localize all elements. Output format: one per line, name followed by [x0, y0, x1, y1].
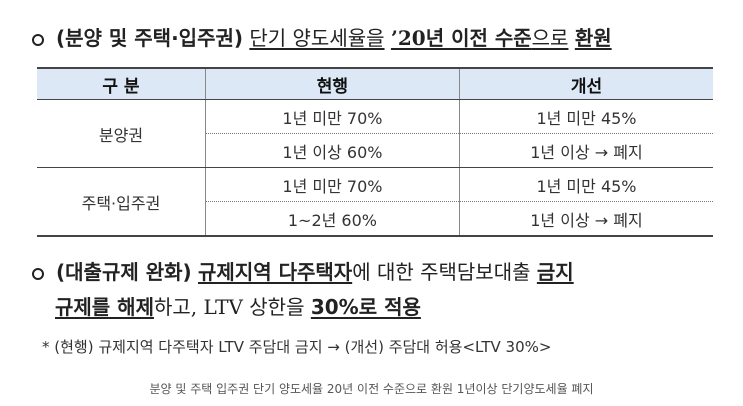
- table-cell: 1년 이상 60%: [205, 133, 460, 168]
- table-cell: 1년 미만 45%: [458, 167, 713, 202]
- heading-emphasis: 금지: [536, 260, 574, 284]
- heading-text: 으로: [531, 26, 569, 50]
- image-caption: 분양 및 주택 입주권 단기 양도세율 20년 이전 수준으로 환원 1년이상 …: [149, 382, 594, 396]
- circle-bullet-icon: [32, 267, 44, 280]
- table-row: 1년 이상 60% 1년 이상 → 폐지: [37, 133, 713, 168]
- heading-text: 단기 양도세율을: [249, 26, 385, 50]
- heading-text: 에 대한 주택담보대출: [352, 260, 531, 284]
- heading-loan-regulation-cont: 규제를 해제하고, LTV 상한을 30%로 적용: [55, 291, 421, 320]
- heading-category: (대출규제 완화): [56, 260, 192, 284]
- table-cell: 1~2년 60%: [205, 201, 460, 237]
- table-cell: 1년 미만 45%: [458, 99, 713, 134]
- heading-loan-regulation: (대출규제 완화) 규제지역 다주택자에 대한 주택담보대출 금지: [32, 256, 574, 285]
- heading-emphasis: 30%로 적용: [310, 295, 421, 319]
- heading-text: 하고, LTV 상한을: [153, 295, 305, 319]
- column-header: 개선: [458, 67, 713, 100]
- heading-emphasis: 규제지역 다주택자: [198, 260, 353, 284]
- tax-rate-table: 구 분 현행 개선 분양권 1년 미만 70% 1년 미만 45% 1년 이상 …: [37, 67, 713, 237]
- table-row: 분양권 1년 미만 70% 1년 미만 45%: [37, 99, 713, 168]
- footnote: * (현행) 규제지역 다주택자 LTV 주담대 금지 → (개선) 주담대 허…: [42, 338, 552, 356]
- table-cell: 1년 미만 70%: [204, 99, 460, 134]
- heading-emphasis: 환원: [574, 26, 612, 50]
- table-cell: 1년 이상 → 폐지: [458, 133, 713, 168]
- circle-bullet-icon: [32, 33, 44, 46]
- heading-emphasis: ’20년 이전 수준: [390, 26, 532, 50]
- column-header: 현행: [204, 67, 460, 100]
- table-row: 1~2년 60% 1년 이상 → 폐지: [37, 201, 713, 237]
- heading-category: (분양 및 주택·입주권): [56, 26, 244, 50]
- column-header: 구 분: [37, 67, 206, 100]
- heading-tax-rate: (분양 및 주택·입주권) 단기 양도세율을 ’20년 이전 수준으로 환원: [32, 22, 612, 51]
- row-group-label: 분양권: [37, 99, 206, 168]
- table-cell: 1년 미만 70%: [204, 167, 460, 202]
- heading-emphasis: 규제를 해제: [55, 295, 154, 319]
- row-group-label: 주택·입주권: [37, 167, 206, 237]
- table-row: 주택·입주권 1년 미만 70% 1년 미만 45%: [37, 167, 713, 237]
- table-cell: 1년 이상 → 폐지: [458, 201, 713, 237]
- table-header-row: 구 분 현행 개선: [37, 67, 713, 100]
